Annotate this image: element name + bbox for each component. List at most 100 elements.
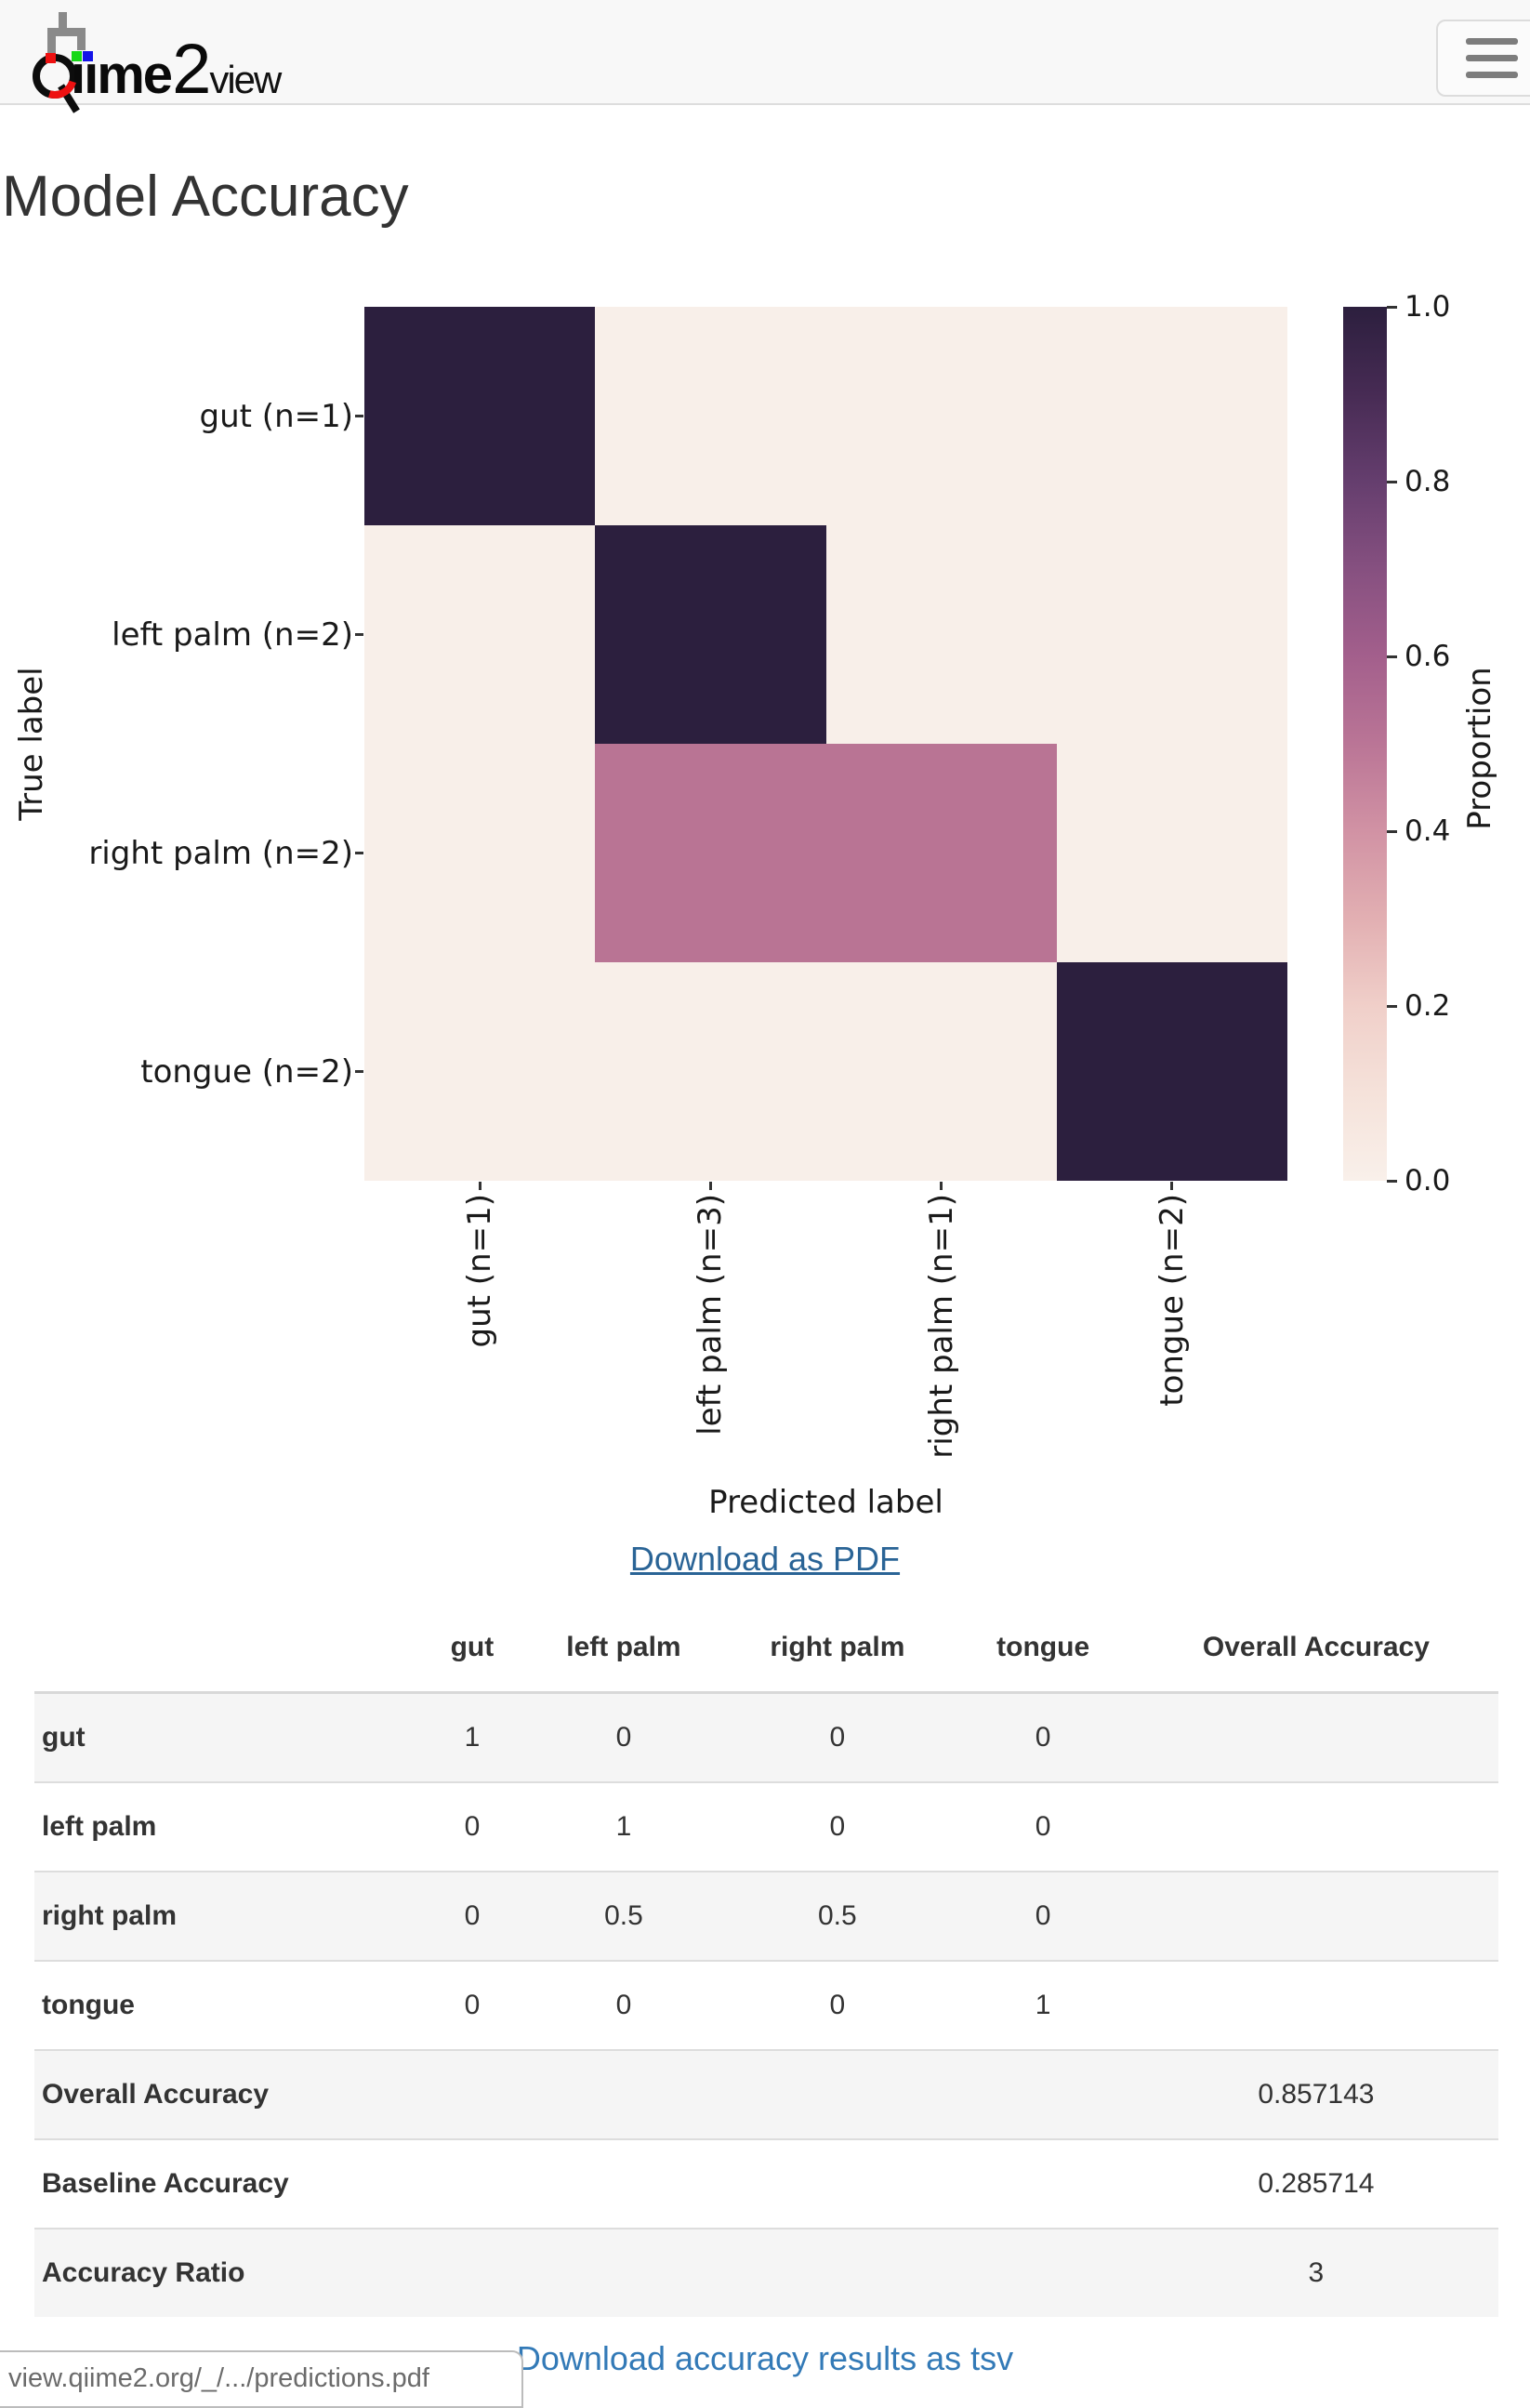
heatmap-plot (364, 307, 1287, 1181)
heatmap-cell-r3c2 (825, 962, 1057, 1181)
y-tick-mark (355, 1070, 363, 1073)
logo-text-view: view (209, 58, 282, 101)
colorbar-tick-mark (1387, 480, 1397, 483)
confusion-matrix-figure: gut (n=1) left palm (n=2) right palm (n=2)… (13, 290, 1498, 1521)
cell-right-palm-3: 0 (952, 1871, 1134, 1961)
cell-gut-1: 0 (615, 1722, 632, 1753)
cell-right-palm-0: 0 (419, 1871, 525, 1961)
heatmap-cell-r2c1 (595, 744, 826, 962)
col-header-empty (34, 1613, 419, 1693)
heatmap-cell-r3c0 (364, 962, 596, 1181)
colorbar-tick-mark (1387, 1179, 1397, 1183)
menu-toggle-button[interactable] (1436, 20, 1530, 97)
logo-blue-square (83, 51, 93, 61)
cell-left-palm-1: 1 (524, 1781, 723, 1872)
hamburger-icon-bar (1466, 55, 1518, 61)
cell-overall-accuracy-4: 0.857143 (1133, 2049, 1498, 2139)
row-label-left-palm: left palm (34, 1781, 420, 1872)
tsv-link-row: Download accuracy results as tsv (0, 2339, 1530, 2378)
logo-tree-bar (47, 28, 86, 36)
cell-right-palm-2: 0.5 (722, 1871, 953, 1961)
y-tick-mark (355, 852, 363, 854)
hamburger-icon-bar (1466, 72, 1518, 78)
cell-gut-2: 0 (829, 1722, 846, 1753)
cell-left-palm-2: 0 (722, 1781, 953, 1872)
cell-overall-accuracy-3 (952, 2049, 1134, 2139)
y-axis-label: True label (13, 667, 50, 821)
table-row-tongue: tongue 0 0 0 1 (34, 1960, 1498, 2050)
heatmap-cell-r3c3 (1056, 962, 1287, 1181)
cell-left-palm-3: 0 (952, 1781, 1134, 1872)
colorbar-tick-mark (1387, 655, 1397, 658)
y-tick-label-tongue-n-2: tongue (n=2) (140, 1052, 353, 1091)
cell-accuracy-ratio-3 (952, 2228, 1134, 2317)
row-label-gut: gut (42, 1722, 86, 1753)
logo-text-2: 2 (172, 30, 211, 109)
cell-tongue-2: 0 (722, 1960, 953, 2050)
status-bar-url: view.qiime2.org/_/.../predictions.pdf (0, 2350, 523, 2408)
qiime2view-logo[interactable]: ııme 2 view (19, 6, 325, 113)
table-row-accuracy-ratio: Accuracy Ratio 3 (34, 2228, 1498, 2317)
accuracy-table: gut left palm right palm tongue Overall Accu… (34, 1613, 1498, 2317)
y-tick-label-left-palm-n-2: left palm (n=2) (112, 615, 353, 654)
cell-left-palm-4 (1133, 1781, 1498, 1872)
page-title: Model Accuracy (2, 165, 409, 229)
colorbar-tick-label-0-2: 0.2 (1405, 989, 1451, 1023)
cell-baseline-accuracy-3 (952, 2138, 1134, 2229)
x-tick-label-left-palm-n-3: left palm (n=3) (692, 1194, 730, 1436)
col-header-right-palm: right palm (770, 1632, 905, 1662)
heatmap-cell-r0c2 (825, 307, 1057, 525)
y-tick-mark (355, 633, 363, 636)
heatmap-cell-r1c2 (825, 525, 1057, 744)
colorbar-tick-label-0-8: 0.8 (1405, 465, 1451, 498)
logo-tree-right-branch (77, 28, 86, 50)
cell-gut-4 (1134, 1693, 1498, 1783)
cell-tongue-3: 1 (952, 1960, 1134, 2050)
x-tick-label-tongue-n-2: tongue (n=2) (1153, 1194, 1191, 1407)
cell-baseline-accuracy-1 (524, 2138, 723, 2229)
colorbar-tick-mark (1387, 1004, 1397, 1008)
cell-baseline-accuracy-4: 0.285714 (1133, 2138, 1498, 2229)
top-navbar: ııme 2 view (0, 0, 1530, 113)
col-header-left-palm: left palm (566, 1632, 681, 1662)
heatmap-cell-r1c0 (364, 525, 596, 744)
table-row-right-palm: right palm 0 0.5 0.5 0 (34, 1871, 1498, 1961)
heatmap-cell-r2c2 (825, 744, 1057, 962)
row-label-tongue: tongue (34, 1960, 420, 2050)
heatmap-cell-r2c3 (1056, 744, 1287, 962)
x-axis-label: Predicted label (708, 1484, 943, 1521)
colorbar-label: Proportion (1461, 667, 1498, 830)
heatmap-cell-r0c0 (364, 307, 596, 525)
x-tick-mark (478, 1182, 481, 1190)
colorbar (1343, 307, 1387, 1181)
logo-red-square (46, 53, 56, 63)
colorbar-tick-label-1-0: 1.0 (1405, 290, 1451, 324)
cell-right-palm-1: 0.5 (524, 1871, 723, 1961)
colorbar-tick-mark (1387, 305, 1397, 309)
x-tick-mark (1170, 1182, 1174, 1190)
colorbar-tick-label-0-6: 0.6 (1405, 640, 1451, 673)
y-tick-mark (355, 415, 363, 417)
logo-green-square (72, 51, 82, 61)
logo-tree-stem (59, 12, 67, 36)
row-label-overall-accuracy: Overall Accuracy (34, 2049, 420, 2139)
pdf-link-row: Download as PDF (0, 1540, 1530, 1579)
cell-tongue-0: 0 (419, 1960, 525, 2050)
download-pdf-link[interactable]: Download as PDF (629, 1540, 901, 1578)
x-tick-mark (940, 1182, 943, 1190)
col-header-gut: gut (450, 1632, 495, 1662)
x-tick-mark (708, 1182, 712, 1190)
colorbar-tick-label-0-4: 0.4 (1405, 814, 1451, 848)
cell-gut-3: 0 (1035, 1722, 1051, 1753)
table-row-baseline-accuracy: Baseline Accuracy 0.285714 (34, 2138, 1498, 2229)
y-tick-label-right-palm-n-2: right palm (n=2) (88, 834, 353, 872)
row-label-right-palm: right palm (34, 1871, 420, 1961)
y-tick-label-gut-n-1: gut (n=1) (199, 397, 353, 435)
heatmap-cell-r1c1 (595, 525, 826, 744)
table-row-gut: gut 1 0 0 0 (34, 1692, 1498, 1783)
colorbar-tick-label-0-0: 0.0 (1405, 1164, 1451, 1197)
download-tsv-link[interactable]: Download accuracy results as tsv (516, 2339, 1014, 2377)
cell-overall-accuracy-0 (419, 2049, 525, 2139)
cell-accuracy-ratio-4: 3 (1133, 2228, 1498, 2317)
